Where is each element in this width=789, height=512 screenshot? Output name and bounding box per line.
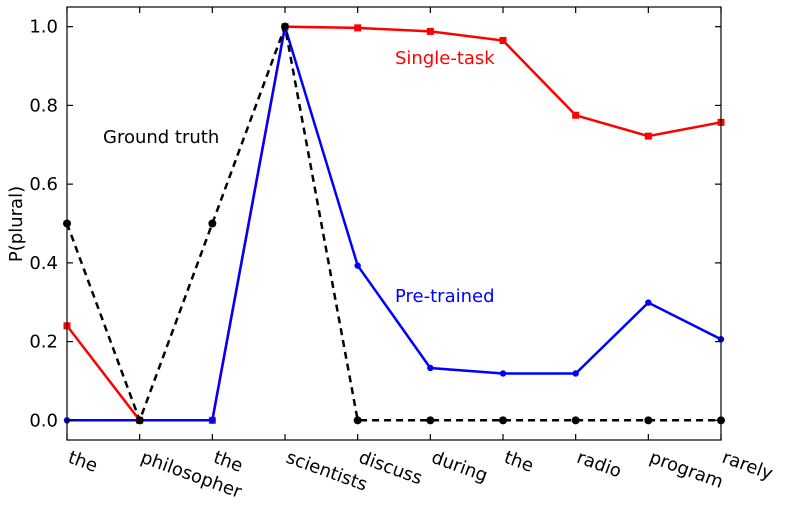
ground-truth-point xyxy=(135,416,144,425)
ground-truth-point xyxy=(353,416,362,425)
x-tick-label: radio xyxy=(574,447,624,482)
series-annotations: Single-task Pre-trained Ground truth xyxy=(103,48,495,307)
single-task-point xyxy=(426,27,434,35)
pre-trained-line xyxy=(67,26,722,422)
single-task-point xyxy=(354,24,362,32)
pre-trained-point xyxy=(427,364,434,372)
series-layer xyxy=(63,22,725,425)
x-tick-label: rarely xyxy=(719,447,776,485)
ground-truth-line xyxy=(65,22,721,424)
pre-trained-point xyxy=(209,417,216,424)
ground-truth-annotation: Ground truth xyxy=(103,127,219,148)
y-tick-label: 0.0 xyxy=(29,410,58,431)
pre-trained-annotation: Pre-trained xyxy=(395,286,495,307)
single-task-annotation: Single-task xyxy=(395,48,495,69)
single-task-line xyxy=(66,25,722,422)
y-axis-title: P(plural) xyxy=(6,186,27,262)
pre-trained-point xyxy=(645,299,652,306)
axes xyxy=(66,6,722,441)
ground-truth-point xyxy=(499,416,507,425)
ground-truth-point xyxy=(426,416,435,425)
x-tick-label: the xyxy=(501,447,536,477)
single-task-point xyxy=(644,132,652,140)
pre-trained-point xyxy=(499,370,507,377)
ground-truth-point xyxy=(208,219,217,228)
x-tick-label: the xyxy=(65,447,100,477)
x-tick-label: scientists xyxy=(283,447,370,496)
ground-truth-point xyxy=(281,22,289,31)
pre-trained-point xyxy=(354,262,361,269)
x-tick-label: program xyxy=(647,447,726,493)
ground-truth-point xyxy=(644,416,653,425)
ground-truth-point xyxy=(571,416,580,425)
pre-trained-point xyxy=(572,370,579,377)
y-tick-label: 0.2 xyxy=(29,332,58,353)
y-tick-label: 0.8 xyxy=(29,95,58,116)
y-tick-label: 1.0 xyxy=(29,17,58,38)
axes-frame xyxy=(66,6,722,441)
single-task-point xyxy=(572,111,580,119)
single-task-point xyxy=(499,36,507,44)
y-tick-label: 0.6 xyxy=(29,174,58,195)
x-tick-label: during xyxy=(429,447,491,487)
y-tick-label: 0.4 xyxy=(29,253,58,274)
